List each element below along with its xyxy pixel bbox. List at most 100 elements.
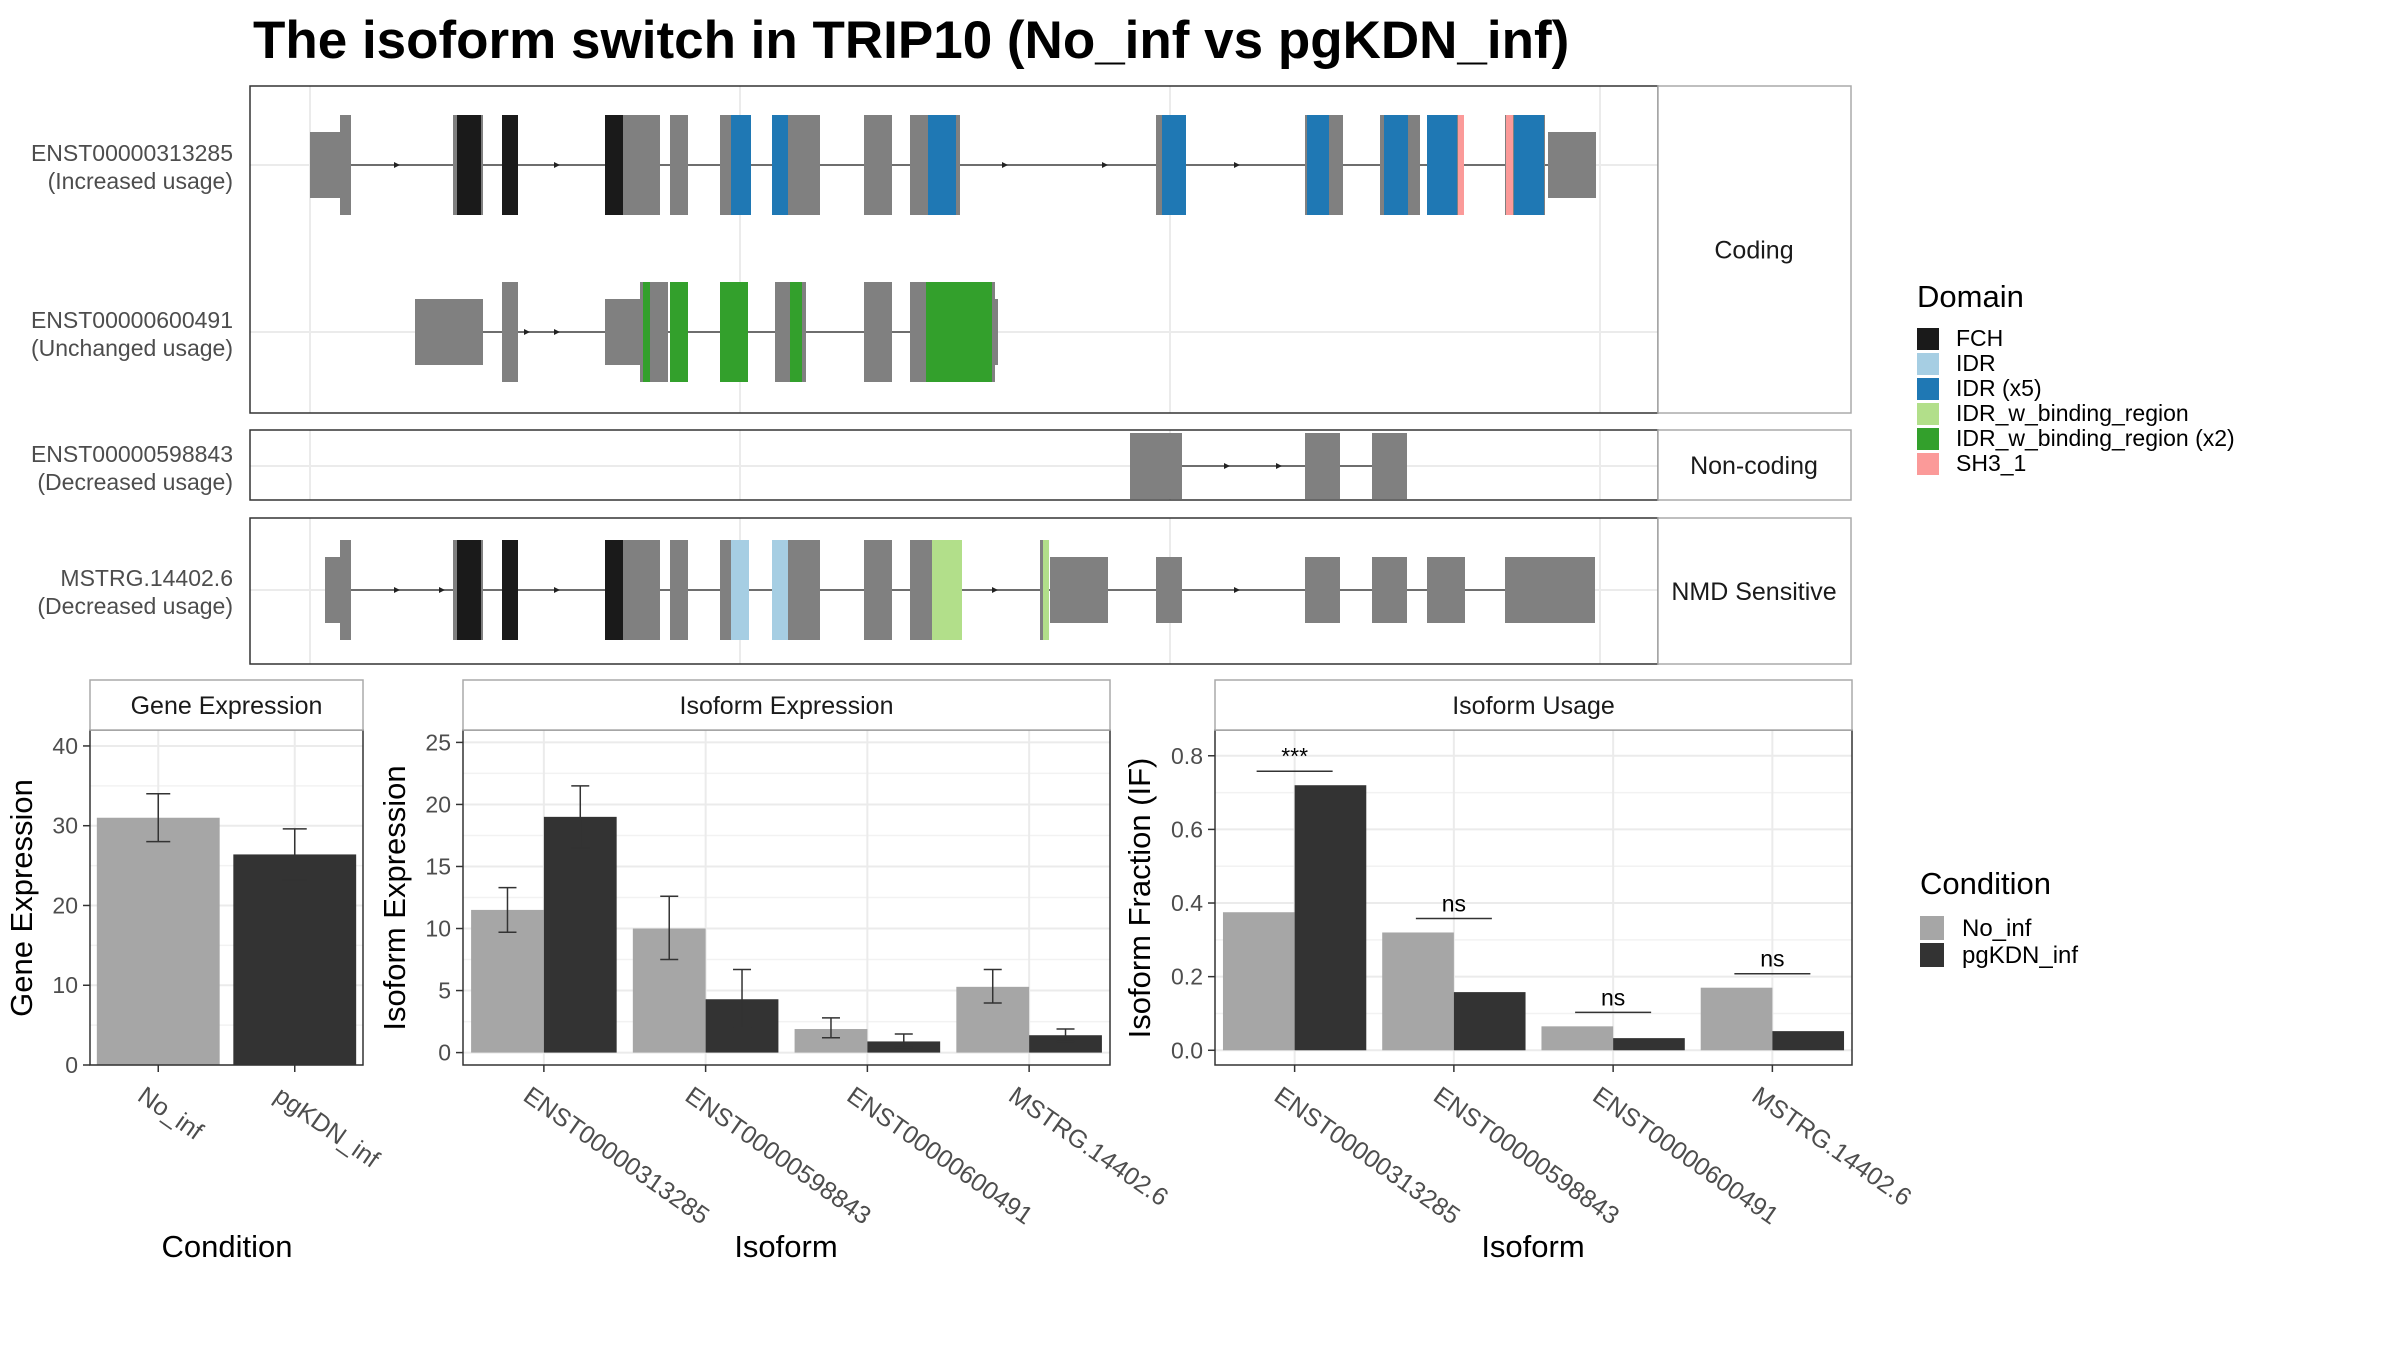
bar [1382,932,1454,1051]
exon-block [325,557,342,623]
domain-block [928,115,956,215]
bar [233,854,357,1065]
y-tick-label: 10 [425,916,451,942]
condition-legend-label: No_inf [1962,915,2032,942]
y-tick-label: 0.0 [1171,1037,1203,1063]
x-axis-title: Condition [162,1229,293,1264]
isoform-id-label: ENST00000598843 [31,441,233,467]
domain-legend-label: FCH [1956,325,2003,351]
domain-legend-label: IDR (x5) [1956,375,2042,401]
domain-block [731,115,751,215]
isoform-id-label: ENST00000313285 [31,140,233,166]
exon-block [1372,433,1407,499]
intron-arrow [554,329,560,335]
domain-block [457,540,481,640]
x-axis-title: Isoform [734,1229,837,1264]
y-axis-title: Gene Expression [4,779,39,1017]
bar [471,909,544,1053]
figure-title: The isoform switch in TRIP10 (No_inf vs … [253,11,1569,70]
domain-legend-key [1917,428,1939,450]
bar [96,817,220,1065]
domain-block [790,282,802,382]
intron-arrow [1276,463,1282,469]
isoform-usage-label: (Increased usage) [48,168,233,194]
exon-block [864,115,892,215]
x-tick-label: MSTRG.14402.6 [1004,1081,1174,1212]
bar [1453,992,1526,1051]
domain-legend-key [1917,328,1939,350]
y-tick-label: 20 [52,892,78,918]
expression-panels: Gene Expression 0 10 20 30 40 No_inf pgKDN_inf C… [4,679,1917,1264]
exon-block [502,282,518,382]
exon-block [1050,557,1108,623]
domain-block [932,540,962,640]
panel-title: Isoform Usage [1452,692,1615,720]
domain-block [1506,115,1513,215]
facet-strip [1657,517,1852,665]
intron-arrow [1102,162,1108,168]
domain-block [670,282,688,382]
y-tick-label: 0 [65,1052,78,1078]
significance-label: *** [1281,743,1308,769]
exon-block [670,115,688,215]
bar [1613,1038,1685,1051]
domain-block [1307,115,1329,215]
facet-strip [1657,429,1852,501]
domain-legend-label: IDR [1956,350,1996,376]
domain-legend-key [1917,453,1939,475]
domain-block [1384,115,1408,215]
bar [543,816,617,1053]
bar [1294,785,1367,1051]
domain-block [772,540,788,640]
domain-block [720,282,748,382]
isoform-usage-label: (Decreased usage) [37,593,233,619]
exon-block [1505,557,1595,623]
domain-block [1162,115,1186,215]
x-tick-label: No_inf [133,1081,208,1145]
intron-arrow [439,587,445,593]
domain-block [1427,115,1457,215]
y-tick-label: 15 [425,853,451,879]
domain-legend-key [1917,378,1939,400]
x-tick-label: pgKDN_inf [269,1081,384,1173]
domain-block [731,540,749,640]
domain-legend-label: IDR_w_binding_region [1956,400,2189,426]
condition-legend-label: pgKDN_inf [1962,942,2078,969]
exon-block [310,132,342,198]
condition-legend-key [1920,916,1944,940]
domain-block [1458,115,1464,215]
domain-block [502,540,518,640]
y-tick-label: 30 [52,813,78,839]
bar [1029,1035,1102,1053]
isoform-id-label: MSTRG.14402.6 [60,565,233,591]
intron-arrow [554,162,560,168]
domain-legend-title: Domain [1917,279,2024,314]
bar [1541,1026,1614,1051]
facet-strip [1657,85,1852,414]
y-tick-label: 0 [438,1040,451,1066]
intron-arrow [992,587,998,593]
exon-block [1548,132,1596,198]
domain-block [1514,115,1544,215]
panel-title: Isoform Expression [680,692,894,720]
exon-block [340,115,351,215]
exon-block [1305,557,1340,623]
isoform-structure-plot: ENST00000313285(Increased usage) ENST0000… [31,85,1852,665]
domain-block [605,540,623,640]
domain-block [1043,540,1049,640]
exon-block [1305,433,1340,499]
x-tick-label: MSTRG.14402.6 [1747,1081,1917,1212]
facet-label-0: Coding [1714,237,1793,265]
intron-arrow [1234,587,1240,593]
y-axis-title: Isoform Fraction (IF) [1122,758,1157,1039]
domain-legend-label: SH3_1 [1956,450,2026,476]
exon-block [1372,557,1407,623]
intron-arrow [554,587,560,593]
exon-block [864,540,892,640]
domain-block [772,115,788,215]
facet-label-1: Non-coding [1690,452,1818,480]
bar [1700,987,1773,1051]
y-axis-title: Isoform Expression [377,765,412,1030]
y-tick-label: 40 [52,733,78,759]
